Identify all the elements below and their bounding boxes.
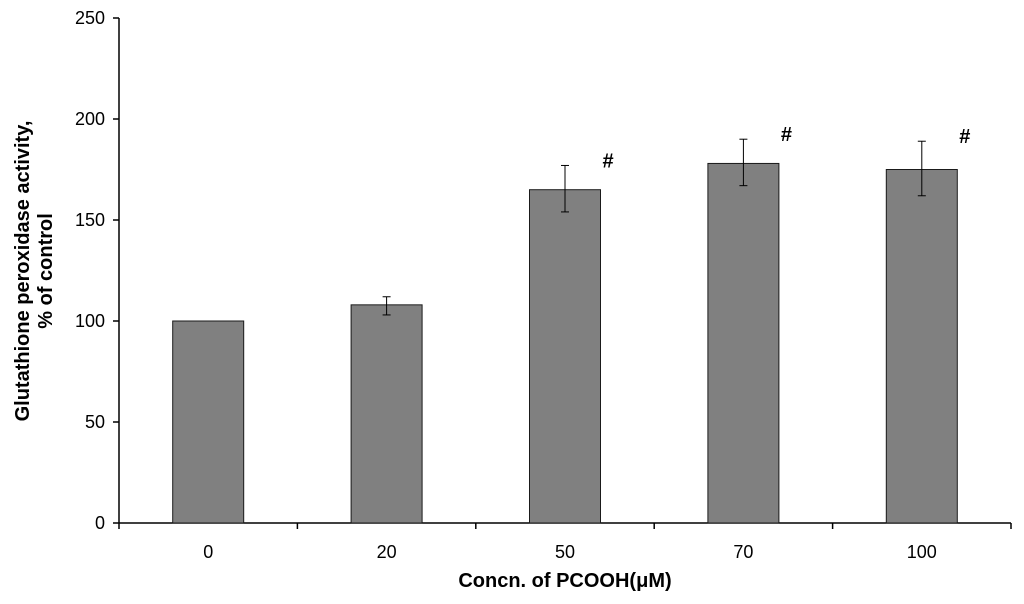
y-tick-label: 50 <box>85 412 105 432</box>
bar-20 <box>350 304 423 524</box>
y-tick-label: 250 <box>75 8 105 28</box>
y-tick-label: 0 <box>95 513 105 533</box>
error-bars <box>382 138 926 316</box>
bars: 0 20 50 70 100 <box>172 162 958 562</box>
y-axis-title-line-1: Glutathione peroxidase activity, <box>12 121 34 422</box>
y-tick-label: 200 <box>75 109 105 129</box>
significance-marker-100: # <box>959 126 970 148</box>
x-axis-title: Concn. of PCOOH(μM) <box>458 570 671 592</box>
x-tick-label: 0 <box>203 542 213 562</box>
y-ticks: 0 50 100 150 200 250 <box>75 8 119 533</box>
annotations: # # # <box>602 124 970 172</box>
bar-0 <box>172 320 245 524</box>
significance-marker-70: # <box>781 124 792 146</box>
x-tick-label: 20 <box>377 542 397 562</box>
x-tick-label: 70 <box>733 542 753 562</box>
y-tick-label: 150 <box>75 210 105 230</box>
significance-marker-50: # <box>602 150 613 172</box>
y-tick-label: 100 <box>75 311 105 331</box>
x-ticks <box>118 523 1012 529</box>
bar-100 <box>885 169 958 524</box>
bar-70 <box>707 162 780 524</box>
bar-50 <box>529 189 601 524</box>
x-tick-label: 50 <box>555 542 575 562</box>
x-tick-label: 100 <box>907 542 937 562</box>
y-axis-title-line-2: % of control <box>35 213 57 329</box>
y-axis-title-group: Glutathione peroxidase activity, % of co… <box>12 121 57 422</box>
